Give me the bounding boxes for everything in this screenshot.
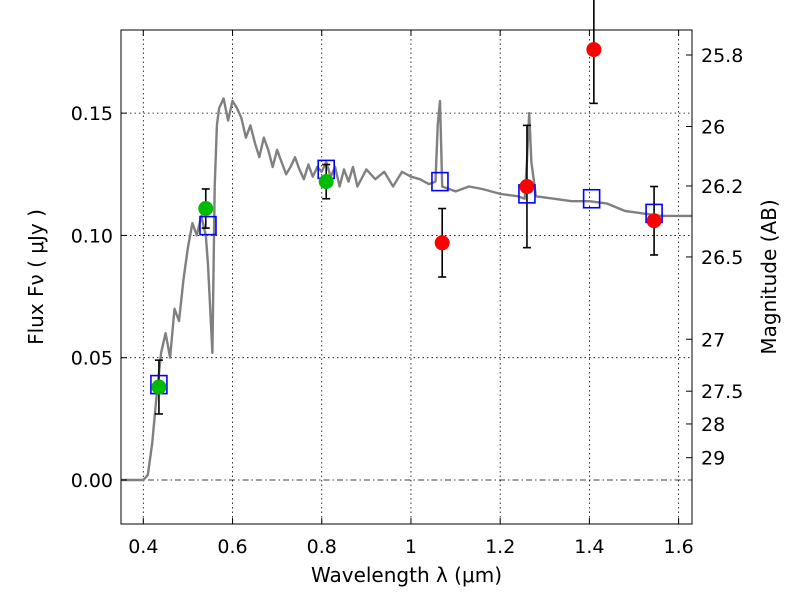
model-band-box — [582, 188, 601, 209]
mag-tick-label: 25.8 — [701, 45, 743, 67]
x-tick-label: 1.4 — [574, 536, 604, 558]
axis-ticks: 0.4 0.6 0.8 1 1.2 1.4 1.6 0.00 0.05 0.10 0.15 25.8 2… — [71, 30, 743, 558]
x-tick-label: 1.6 — [664, 536, 694, 558]
mag-tick-label: 26 — [701, 116, 725, 138]
y-tick-label: 0.15 — [71, 103, 113, 125]
y2-axis-label: Magnitude (AB) — [757, 199, 781, 354]
green-data-point — [318, 174, 334, 190]
model-band-boxes — [150, 159, 663, 395]
mag-tick-label: 28 — [701, 414, 725, 436]
green-data-point — [151, 379, 167, 395]
x-axis-label: Wavelength λ (μm) — [311, 563, 502, 587]
x-tick-label: 1.2 — [485, 536, 515, 558]
red-data-point — [586, 42, 602, 58]
y-tick-label: 0.10 — [71, 225, 113, 247]
green-data-point — [198, 201, 214, 217]
y-axis-label: Flux Fν ( μJy ) — [24, 209, 48, 345]
mag-tick-label: 29 — [701, 448, 725, 470]
y-tick-label: 0.00 — [71, 470, 113, 492]
red-data-point — [434, 235, 450, 251]
grid — [121, 30, 692, 524]
mag-tick-label: 27.5 — [701, 381, 743, 403]
x-tick-label: 0.8 — [307, 536, 337, 558]
error-bars — [154, 0, 659, 415]
red-data-point — [646, 213, 662, 229]
x-tick-label: 0.4 — [128, 536, 158, 558]
model-band-box — [431, 171, 449, 192]
red-data-point — [519, 179, 535, 195]
x-tick-label: 1 — [405, 536, 417, 558]
mag-tick-label: 26.5 — [701, 247, 743, 269]
plot-frame — [120, 29, 693, 525]
y-tick-label: 0.05 — [71, 348, 113, 370]
mag-tick-label: 27 — [701, 329, 725, 351]
model-spectrum-layer — [121, 97, 692, 482]
mag-tick-label: 26.2 — [701, 176, 743, 198]
photometry-points — [151, 42, 662, 395]
model-band-box — [199, 215, 217, 236]
model-spectrum-line — [121, 97, 692, 482]
x-tick-label: 0.6 — [217, 536, 247, 558]
